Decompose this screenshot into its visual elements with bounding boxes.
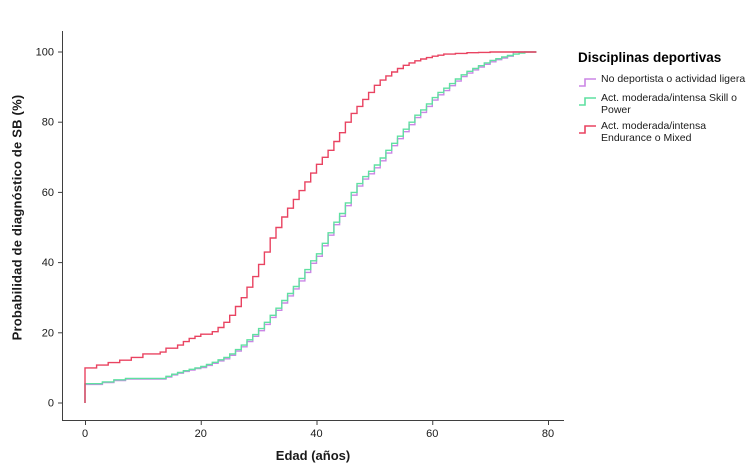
series-act-moderada-intensa-endurance-o-mixed [84,51,537,403]
legend-entry-label: Act. moderada/intensa Endurance o Mixed [601,120,707,144]
y-axis-title: Probabilidad de diagnóstico de SB (%) [4,31,30,403]
x-tick-label: 60 [426,428,438,440]
step-line-swatch-icon [579,97,596,106]
legend: Disciplinas deportivas No deportista o a… [578,50,748,149]
legend-entry-label: Act. moderada/intensa Skill o Power [601,92,737,116]
step-line-swatch-icon [579,125,596,134]
y-tick-label: 0 [48,398,54,410]
y-tick-label: 20 [42,327,54,339]
legend-entry-endurance-mixed: Act. moderada/intensa Endurance o Mixed [578,120,748,144]
legend-entry-no-deportista: No deportista o actividad ligera [578,73,748,88]
x-tick-label: 0 [82,428,88,440]
x-tick-label: 40 [310,428,322,440]
y-tick-label: 60 [42,187,54,199]
legend-entry-skill-power: Act. moderada/intensa Skill o Power [578,92,748,116]
x-axis-title: Edad (años) [275,448,351,463]
series-act-moderada-intensa-skill-o-power [84,51,537,403]
swatch-path [579,78,596,87]
x-tick-label: 80 [542,428,554,440]
swatch-path [579,97,596,106]
series-no-deportista-o-actividad-ligera [84,51,537,403]
swatch-path [579,125,596,134]
x-tick-label: 20 [195,428,207,440]
legend-entry-label: No deportista o actividad ligera [601,73,746,85]
y-tick-label: 100 [36,47,54,59]
y-tick-label: 40 [42,257,54,269]
y-axis-title-text: Probabilidad de diagnóstico de SB (%) [9,94,25,340]
y-tick-label: 80 [42,117,54,129]
legend-title: Disciplinas deportivas [578,50,722,65]
step-line-swatch-icon [579,78,596,87]
